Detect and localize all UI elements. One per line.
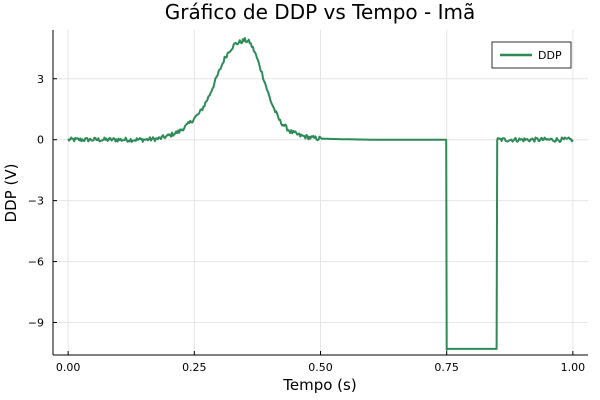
y-tick-label-1: 0: [37, 134, 44, 147]
y-tick-label-4: −9: [28, 317, 44, 330]
y-axis-label: DDP (V): [2, 164, 20, 223]
x-tick-label-3: 0.75: [434, 361, 459, 374]
y-tick-label-2: −3: [28, 195, 44, 208]
x-tick-label-0: 0.00: [56, 361, 81, 374]
x-tick-label-2: 0.50: [308, 361, 333, 374]
series-line-ddp: [67, 37, 574, 351]
y-tick-label-0: 3: [37, 73, 44, 86]
x-tick-label-1: 0.25: [182, 361, 207, 374]
grid-layer: [53, 30, 588, 355]
legend: DDP: [491, 41, 572, 69]
chart-title: Gráfico de DDP vs Tempo - Imã: [165, 0, 475, 24]
x-tick-label-4: 1.00: [561, 361, 586, 374]
x-axis-label: Tempo (s): [282, 376, 356, 394]
series-layer: [67, 37, 574, 351]
legend-label-ddp: DDP: [538, 49, 562, 62]
ticks-layer: 0.00 0.25 0.50 0.75 1.00 3 0 −3 −6 −9: [28, 73, 585, 374]
y-tick-label-3: −6: [28, 256, 44, 269]
